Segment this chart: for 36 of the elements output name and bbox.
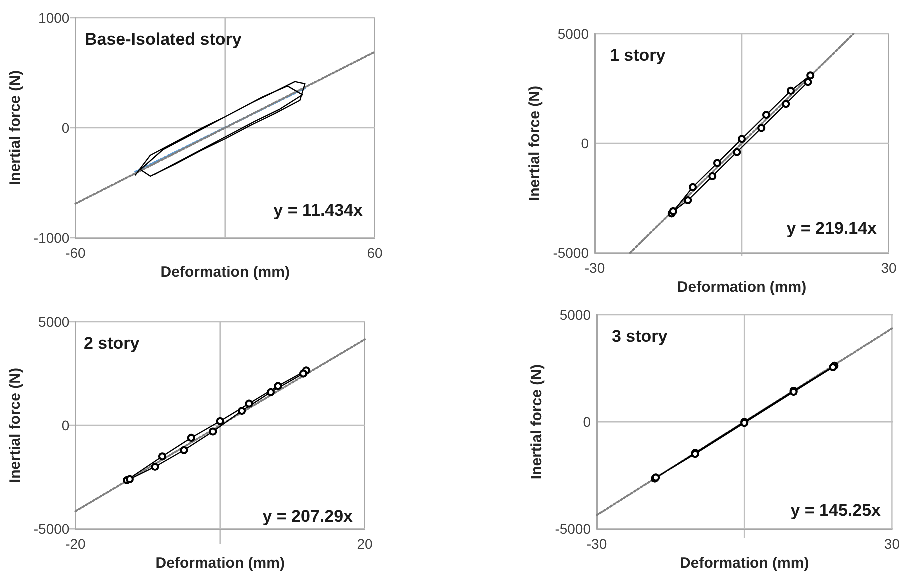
y-axis-title: Inertial force (N) [7, 70, 24, 186]
text: Base-Isolated story [85, 30, 242, 49]
x-tick-label: 60 [367, 245, 383, 261]
y-tick-label: 0 [62, 120, 70, 136]
x-tick-label: 30 [884, 536, 900, 552]
annotation: y = 219.14x [786, 219, 878, 238]
annotation: y = 145.25x [790, 501, 882, 520]
y-tick-label: -5000 [555, 521, 592, 538]
x-axis-title: Deformation (mm) [677, 279, 807, 296]
y-tick-label: 5000 [38, 314, 70, 330]
y-tick-label: -5000 [553, 245, 590, 262]
y-tick-label: 0 [583, 414, 592, 430]
y-axis-title: Inertial force (N) [526, 86, 544, 202]
y-tick-label: 1000 [38, 10, 70, 26]
text: 3 story [612, 327, 668, 346]
y-tick-label: 0 [62, 418, 70, 434]
y-tick-label: 5000 [558, 26, 590, 42]
y-tick-label: 0 [581, 136, 590, 152]
x-tick-label: -30 [586, 536, 608, 552]
y-axis-title: Inertial force (N) [528, 364, 546, 480]
x-tick-label: -60 [66, 245, 86, 261]
x-axis-title: Deformation (mm) [680, 555, 810, 572]
x-tick-label: -20 [66, 536, 86, 552]
x-tick-label: -30 [584, 260, 606, 276]
x-tick-label: 30 [881, 260, 897, 276]
annotation: y = 207.29x [262, 507, 354, 526]
y-axis-title: Inertial force (N) [7, 368, 24, 484]
text: 1 story [610, 46, 666, 65]
text: 2 story [84, 334, 140, 353]
y-tick-label: 5000 [560, 307, 592, 323]
x-axis-title: Deformation (mm) [156, 555, 285, 572]
y-tick-label: -1000 [34, 230, 70, 246]
x-axis-title: Deformation (mm) [160, 264, 290, 281]
x-tick-label: 20 [357, 536, 373, 552]
y-tick-label: -5000 [34, 521, 70, 538]
annotation: y = 11.434x [274, 201, 364, 220]
